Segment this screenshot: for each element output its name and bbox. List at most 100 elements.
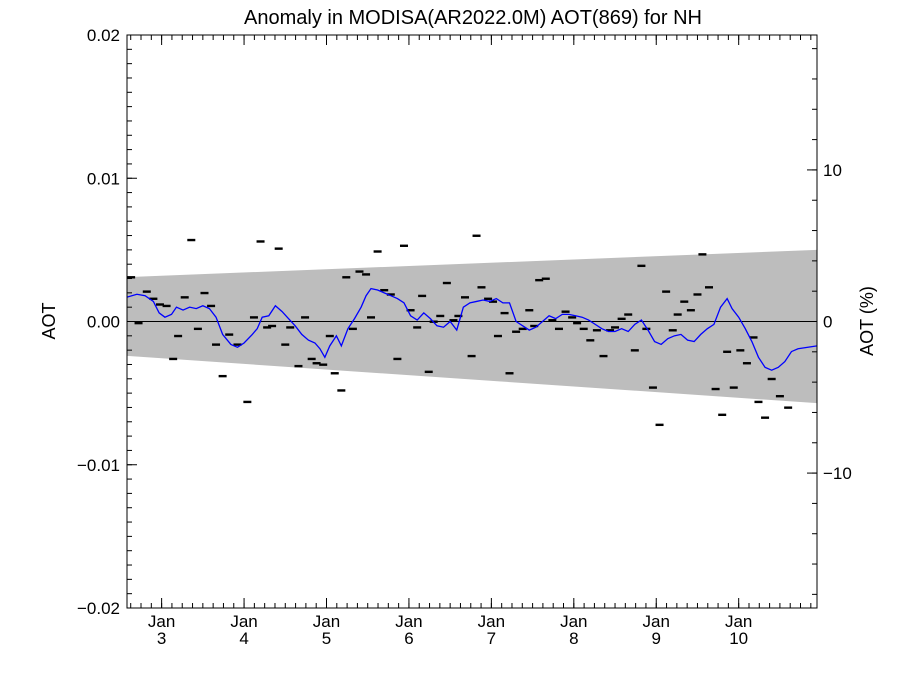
anomaly-marker bbox=[518, 327, 527, 331]
anomaly-marker bbox=[554, 327, 563, 331]
anomaly-marker bbox=[355, 270, 364, 273]
anomaly-marker bbox=[180, 296, 189, 299]
anomaly-marker bbox=[337, 389, 346, 392]
anomaly-marker bbox=[673, 313, 682, 316]
anomaly-marker bbox=[256, 240, 265, 243]
anomaly-marker bbox=[784, 406, 793, 409]
chart-title: Anomaly in MODISA(AR2022.0M) AOT(869) fo… bbox=[244, 7, 702, 29]
anomaly-marker bbox=[512, 330, 521, 333]
anomaly-marker bbox=[624, 313, 633, 316]
anomaly-marker bbox=[367, 316, 376, 319]
anomaly-marker bbox=[263, 326, 272, 329]
anomaly-marker bbox=[134, 321, 143, 325]
anomaly-marker bbox=[406, 309, 415, 312]
anomaly-marker bbox=[611, 326, 620, 329]
anomaly-marker bbox=[212, 343, 221, 346]
anomaly-marker bbox=[243, 400, 252, 404]
x-tick-month: Jan bbox=[478, 612, 505, 631]
anomaly-marker bbox=[268, 324, 277, 328]
anomaly-marker bbox=[442, 281, 451, 285]
y-tick-label: −0.02 bbox=[77, 599, 120, 618]
anomaly-marker bbox=[193, 327, 202, 331]
anomaly-marker bbox=[500, 311, 509, 315]
y-tick-label: 0.00 bbox=[87, 313, 120, 332]
anomaly-marker bbox=[218, 374, 227, 378]
anomaly-marker bbox=[617, 317, 626, 321]
anomaly-marker bbox=[668, 329, 677, 332]
anomaly-marker bbox=[312, 362, 321, 365]
anomaly-marker bbox=[655, 423, 664, 427]
x-tick-day: 10 bbox=[729, 629, 748, 648]
y-tick-label: 0.01 bbox=[87, 169, 120, 188]
anomaly-marker bbox=[662, 290, 671, 293]
anomaly-marker bbox=[233, 343, 242, 346]
y-axis-label: AOT bbox=[39, 302, 59, 339]
anomaly-marker bbox=[698, 253, 707, 256]
anomaly-marker bbox=[424, 370, 433, 374]
anomaly-marker bbox=[606, 329, 615, 332]
anomaly-marker bbox=[693, 293, 702, 296]
anomaly-marker bbox=[418, 294, 427, 298]
anomaly-marker bbox=[736, 349, 745, 352]
x-tick-month: Jan bbox=[643, 612, 670, 631]
anomaly-marker bbox=[225, 333, 234, 336]
anomaly-marker bbox=[489, 300, 498, 303]
anomaly-marker bbox=[599, 354, 608, 358]
anomaly-marker bbox=[775, 394, 784, 398]
x-tick-month: Jan bbox=[148, 612, 175, 631]
anomaly-marker bbox=[399, 244, 408, 247]
anomaly-marker bbox=[200, 291, 209, 295]
anomaly-marker bbox=[477, 286, 486, 289]
anomaly-marker bbox=[568, 316, 577, 319]
y-tick-label: −0.01 bbox=[77, 456, 120, 475]
anomaly-marker bbox=[460, 296, 469, 299]
anomaly-marker bbox=[711, 387, 720, 391]
anomaly-marker bbox=[637, 264, 646, 268]
y-axis-left: 0.02 0.01 0.00 −0.01 −0.02 bbox=[77, 26, 137, 618]
anomaly-marker bbox=[174, 334, 183, 338]
uncertainty-band bbox=[127, 249, 817, 404]
anomaly-marker bbox=[686, 309, 695, 312]
anomaly-marker bbox=[505, 372, 514, 375]
anomaly-marker bbox=[767, 377, 776, 381]
anomaly-marker bbox=[155, 303, 164, 306]
anomaly-marker bbox=[325, 334, 334, 338]
y-tick-label: 0.02 bbox=[87, 26, 120, 45]
anomaly-marker bbox=[342, 276, 351, 279]
x-tick-month: Jan bbox=[395, 612, 422, 631]
anomaly-marker bbox=[530, 324, 539, 328]
smoothed-anomaly-line bbox=[126, 287, 818, 371]
anomaly-marker bbox=[281, 343, 290, 346]
anomaly-marker bbox=[548, 319, 557, 322]
anomaly-marker bbox=[187, 238, 196, 242]
anomaly-marker bbox=[561, 310, 570, 313]
y2-tick-label: −10 bbox=[823, 464, 852, 483]
anomaly-marker bbox=[484, 297, 493, 300]
x-tick-day: 7 bbox=[487, 629, 496, 648]
anomaly-marker bbox=[525, 309, 534, 312]
anomaly-marker bbox=[380, 288, 389, 292]
anomaly-marker bbox=[680, 300, 689, 303]
anomaly-marker bbox=[586, 339, 595, 342]
anomaly-marker bbox=[493, 334, 502, 338]
x-tick-month: Jan bbox=[230, 612, 257, 631]
anomaly-marker bbox=[149, 297, 158, 300]
anomaly-marker bbox=[373, 250, 382, 253]
x-tick-day: 8 bbox=[569, 629, 578, 648]
anomaly-marker bbox=[413, 326, 422, 329]
anomaly-marker bbox=[723, 350, 732, 353]
anomaly-marker bbox=[467, 354, 476, 358]
y2-axis-label: AOT (%) bbox=[857, 286, 877, 356]
anomaly-marker bbox=[142, 290, 151, 293]
anomaly-marker bbox=[301, 316, 310, 319]
x-tick-month: Jan bbox=[725, 612, 752, 631]
anomaly-marker bbox=[274, 247, 283, 250]
anomaly-marker bbox=[169, 357, 178, 361]
anomaly-marker bbox=[162, 304, 171, 308]
plot-area bbox=[126, 34, 818, 609]
anomaly-marker bbox=[749, 336, 758, 339]
anomaly-marker bbox=[761, 416, 770, 419]
anomaly-marker bbox=[535, 278, 544, 282]
anomaly-marker bbox=[393, 357, 402, 361]
